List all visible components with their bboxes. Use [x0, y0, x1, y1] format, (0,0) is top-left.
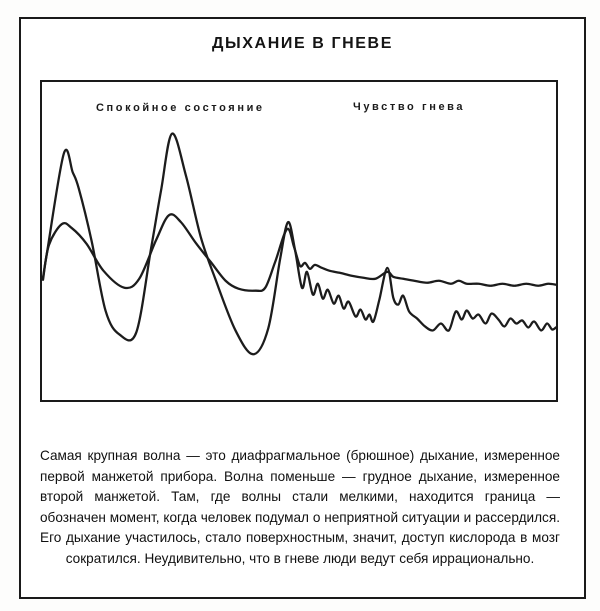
breathing-trace-chart — [40, 80, 558, 402]
diaphragm-breathing-wave — [42, 132, 556, 356]
figure-caption: Самая крупная волна — это диафрагмальное… — [40, 448, 560, 566]
chest-breathing-wave — [42, 213, 556, 293]
figure-title: ДЫХАНИЕ В ГНЕВЕ — [212, 35, 393, 52]
calm-state-label: Спокойное состояние — [96, 102, 265, 114]
anger-state-label: Чувство гнева — [353, 101, 466, 113]
waveform-canvas — [42, 132, 556, 356]
